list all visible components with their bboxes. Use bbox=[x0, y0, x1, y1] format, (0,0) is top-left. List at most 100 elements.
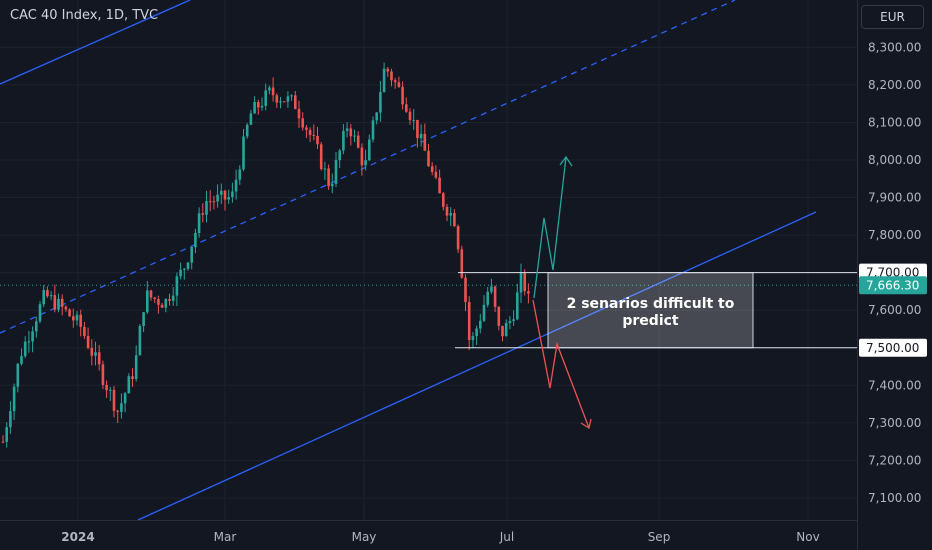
candle bbox=[168, 299, 171, 301]
candle bbox=[405, 104, 408, 112]
y-tick-label: 7,900.00 bbox=[868, 191, 921, 205]
candle bbox=[260, 105, 264, 108]
candle bbox=[327, 168, 330, 187]
price-tag-support bbox=[859, 338, 927, 357]
price-tag-support-text: 7,500.00 bbox=[866, 341, 919, 355]
candle bbox=[416, 119, 419, 139]
candle bbox=[294, 95, 297, 109]
candle bbox=[216, 194, 219, 202]
candle bbox=[331, 183, 334, 187]
candle bbox=[60, 298, 64, 307]
candle bbox=[160, 304, 164, 308]
y-tick-label: 8,200.00 bbox=[868, 78, 921, 92]
candle bbox=[305, 127, 308, 130]
candle bbox=[153, 297, 156, 300]
y-tick-label: 8,000.00 bbox=[868, 153, 921, 167]
candle bbox=[434, 171, 438, 178]
candle bbox=[68, 309, 71, 317]
bearish-arrowhead bbox=[580, 418, 592, 430]
candle bbox=[360, 147, 364, 166]
x-tick-label: Sep bbox=[648, 530, 671, 544]
x-tick-label: Jul bbox=[499, 530, 514, 544]
candle bbox=[157, 299, 160, 305]
candle bbox=[134, 355, 138, 379]
chart-title: CAC 40 Index, 1D, TVC bbox=[10, 8, 159, 23]
candle bbox=[205, 201, 208, 215]
candle bbox=[442, 193, 445, 207]
currency-button[interactable]: EUR bbox=[861, 5, 924, 29]
candle bbox=[349, 128, 353, 137]
candle bbox=[183, 268, 186, 270]
candle bbox=[1, 441, 5, 443]
candle bbox=[171, 295, 175, 301]
candle bbox=[427, 150, 430, 167]
y-tick-label: 8,300.00 bbox=[868, 40, 921, 54]
grid bbox=[0, 0, 857, 520]
candle bbox=[123, 393, 127, 404]
candle bbox=[194, 232, 197, 248]
candle bbox=[35, 321, 38, 332]
candle bbox=[20, 356, 23, 364]
candle bbox=[290, 95, 293, 97]
candle bbox=[464, 277, 467, 302]
candle bbox=[227, 197, 230, 200]
candle bbox=[46, 290, 49, 297]
candle bbox=[12, 386, 16, 412]
candle bbox=[27, 341, 31, 343]
candle bbox=[42, 290, 45, 305]
candle bbox=[279, 101, 282, 103]
candle bbox=[445, 206, 449, 216]
candle bbox=[342, 130, 345, 151]
bearish-scenario-path bbox=[532, 299, 590, 429]
candle bbox=[212, 201, 216, 203]
x-tick-label: Nov bbox=[796, 530, 819, 544]
candle bbox=[127, 376, 131, 394]
candle bbox=[501, 325, 504, 337]
candle bbox=[368, 139, 371, 161]
candle bbox=[16, 363, 20, 387]
candle bbox=[264, 90, 267, 106]
price-tag-resistance-text: 7,700.00 bbox=[866, 266, 919, 280]
candle bbox=[249, 113, 253, 125]
candle bbox=[164, 299, 168, 308]
y-tick-label: 7,600.00 bbox=[868, 303, 921, 317]
candle bbox=[101, 364, 105, 385]
candle bbox=[23, 341, 27, 357]
candle bbox=[471, 336, 475, 341]
candle bbox=[72, 316, 75, 321]
candle bbox=[238, 169, 242, 180]
candle bbox=[430, 166, 434, 172]
price-tag-current-text: 7,666.30 bbox=[866, 278, 919, 292]
candle bbox=[382, 68, 386, 93]
y-tick-label: 7,100.00 bbox=[868, 491, 921, 505]
candle bbox=[527, 291, 530, 294]
scenario-arrows bbox=[532, 155, 592, 430]
candle bbox=[97, 352, 101, 365]
candle bbox=[131, 376, 134, 379]
candle bbox=[142, 312, 145, 326]
candle bbox=[57, 298, 60, 310]
candle bbox=[401, 86, 404, 105]
candle bbox=[453, 213, 456, 227]
candle bbox=[397, 82, 401, 87]
candle bbox=[512, 319, 515, 322]
candle bbox=[356, 135, 360, 148]
candle bbox=[79, 314, 82, 327]
candle bbox=[479, 320, 482, 329]
range-box bbox=[455, 272, 857, 349]
candle bbox=[316, 135, 319, 145]
candle bbox=[393, 80, 397, 83]
candle bbox=[516, 292, 519, 320]
candle bbox=[282, 101, 286, 103]
candle bbox=[94, 352, 97, 356]
y-tick-label: 7,300.00 bbox=[868, 416, 921, 430]
candle bbox=[375, 112, 378, 121]
candle bbox=[475, 328, 478, 337]
candle bbox=[175, 276, 179, 296]
candle bbox=[75, 314, 79, 321]
channel-lower-line bbox=[137, 211, 817, 521]
candle bbox=[253, 101, 256, 114]
candle bbox=[497, 306, 501, 326]
